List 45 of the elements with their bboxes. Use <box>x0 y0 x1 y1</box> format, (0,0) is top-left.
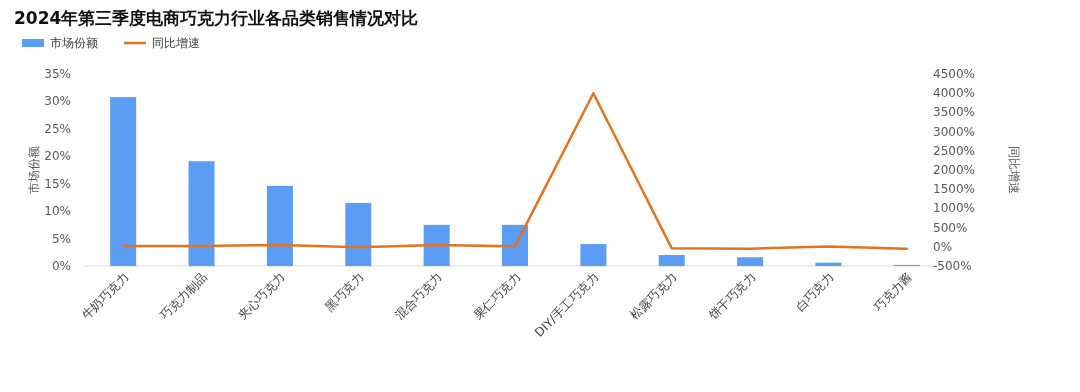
y2-tick-label: 2500% <box>933 143 975 158</box>
y-tick-label: 0% <box>51 259 71 273</box>
x-tick-label: 白巧克力 <box>792 270 837 315</box>
y2-tick-label: 4500% <box>933 67 975 81</box>
y-tick-label: 30% <box>44 94 71 109</box>
bar <box>815 262 842 266</box>
y2-tick-label: 2000% <box>933 163 975 177</box>
y2-tick-label: 0% <box>933 239 953 254</box>
y-tick-label: 35% <box>44 67 71 81</box>
y2-tick-label: 3000% <box>933 124 975 139</box>
x-tick-label: 松露巧克力 <box>627 270 680 323</box>
y2-tick-label: 4000% <box>933 86 975 101</box>
y-tick-label: 15% <box>44 176 71 191</box>
bar <box>737 257 764 266</box>
x-tick-label: 巧克力制品 <box>157 270 210 323</box>
chart-title: 2024年第三季度电商巧克力行业各品类销售情况对比 <box>14 8 419 28</box>
bar <box>658 255 685 266</box>
bar <box>423 224 450 266</box>
x-tick-label: 牛奶巧克力 <box>78 270 132 323</box>
x-tick-label: 巧克力酱 <box>871 270 915 315</box>
y-tick-label: 5% <box>51 231 71 246</box>
bar <box>266 185 293 266</box>
x-tick-label: 饼干巧克力 <box>705 270 759 324</box>
x-tick-label: 黑巧克力 <box>322 270 367 315</box>
y-tick-label: 25% <box>44 121 71 136</box>
y2-tick-label: 1000% <box>933 201 975 216</box>
y2-axis-title: 同比增速 <box>1007 146 1021 194</box>
y2-tick-label: 500% <box>933 220 968 235</box>
y-axis-title: 市场份额 <box>27 146 41 194</box>
y-tick-label: 20% <box>44 149 71 164</box>
legend-label: 市场份额 <box>50 36 98 50</box>
y2-tick-label: 3500% <box>933 105 975 120</box>
bar <box>188 161 215 266</box>
y2-tick-label: 1500% <box>933 182 975 197</box>
bar <box>345 202 372 266</box>
line-series <box>121 91 909 250</box>
legend-label: 同比增速 <box>152 36 200 50</box>
bar <box>110 97 137 266</box>
y-tick-label: 10% <box>44 204 71 219</box>
bar <box>580 244 607 266</box>
x-tick-label: 果仁巧克力 <box>470 270 524 323</box>
y2-tick-label: -500% <box>933 259 972 273</box>
x-tick-label: 夹心巧克力 <box>235 270 289 323</box>
bar <box>502 224 528 266</box>
x-tick-label: 混合巧克力 <box>392 270 445 323</box>
